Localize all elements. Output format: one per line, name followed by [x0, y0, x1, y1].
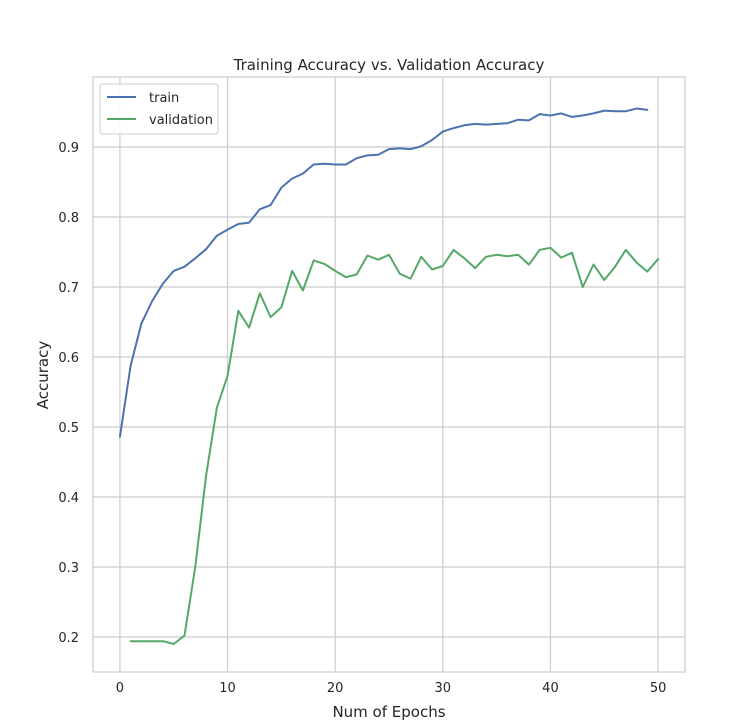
x-tick-label: 10	[219, 681, 236, 696]
y-tick-label: 0.9	[58, 141, 79, 156]
x-tick-label: 50	[650, 681, 667, 696]
x-tick-label: 0	[116, 681, 124, 696]
y-tick-label: 0.5	[58, 421, 79, 436]
tick-layer: 0 10 20 30 40 50 0.2 0.3 0.4 0.5 0.6 0.7 0.8 0.9	[58, 141, 666, 696]
y-tick-label: 0.8	[58, 211, 79, 226]
x-tick-label: 20	[327, 681, 344, 696]
chart-title: Training Accuracy vs. Validation Accurac…	[233, 56, 545, 74]
series-line-train	[118, 107, 649, 438]
x-axis-label: Num of Epochs	[332, 703, 445, 721]
y-tick-label: 0.2	[58, 631, 79, 646]
series-layer	[118, 107, 660, 645]
grid-layer	[93, 77, 685, 672]
x-tick-label: 30	[435, 681, 452, 696]
legend: train validation	[99, 83, 219, 135]
legend-label-validation: validation	[149, 113, 213, 128]
series-line-validation	[129, 246, 660, 645]
x-tick-label: 40	[542, 681, 559, 696]
legend-label-train: train	[149, 91, 179, 106]
y-tick-label: 0.7	[58, 281, 79, 296]
y-tick-label: 0.6	[58, 351, 79, 366]
y-tick-label: 0.4	[58, 491, 79, 506]
y-axis-label: Accuracy	[34, 341, 52, 410]
axes-frame	[92, 76, 686, 673]
y-tick-label: 0.3	[58, 561, 79, 576]
